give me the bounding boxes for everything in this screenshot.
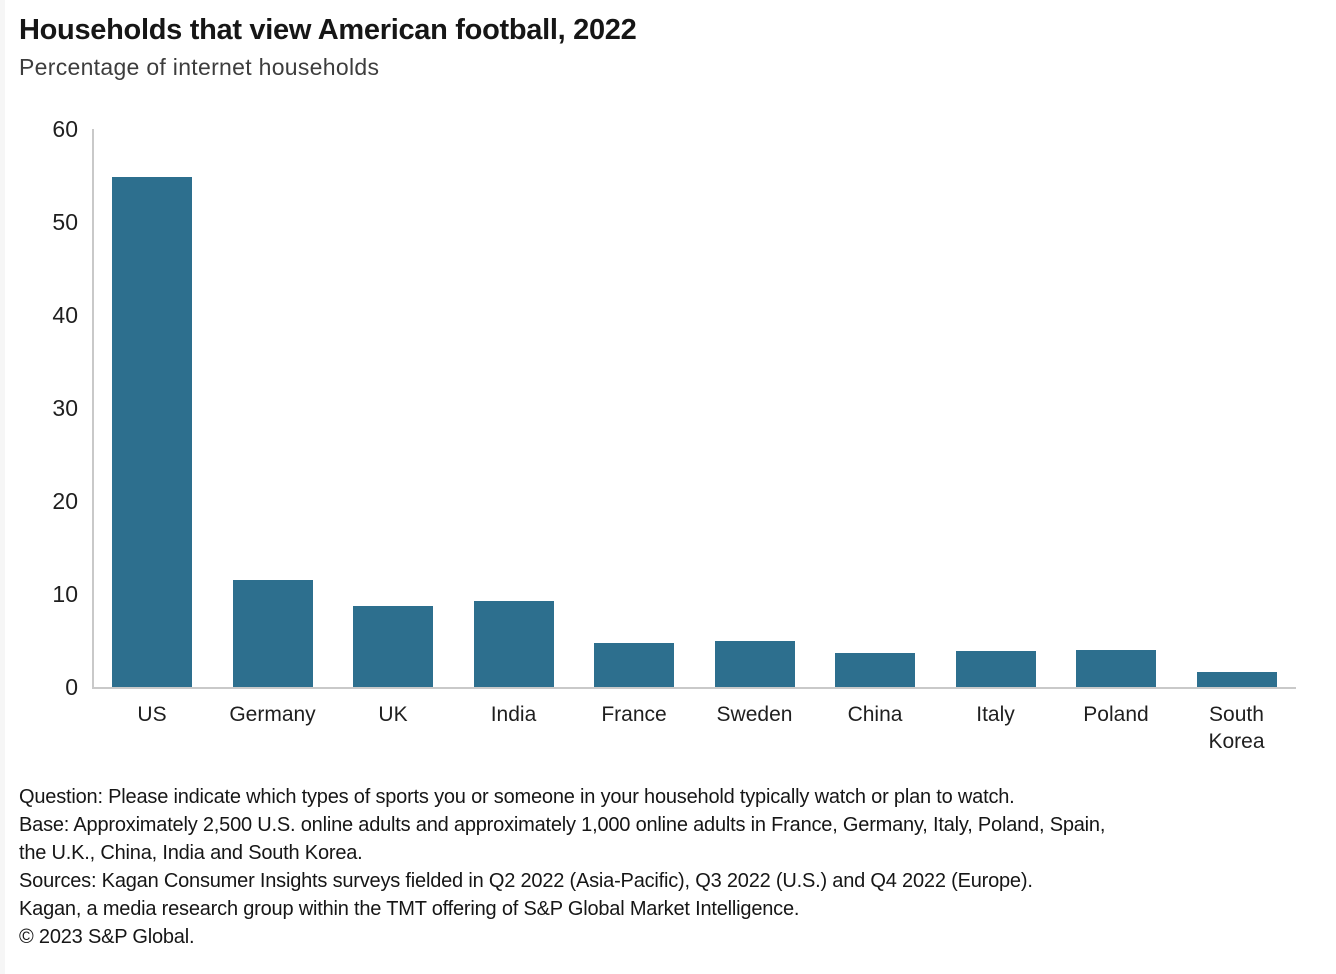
bar-poland [1076,649,1156,687]
bar-italy [955,650,1036,687]
chart-title: Households that view American football, … [19,14,637,46]
chart-subtitle: Percentage of internet households [19,54,380,80]
bar-us [112,177,192,687]
y-axis-tick-label-0: 0 [65,674,78,700]
footnote-base-1: Base: Approximately 2,500 U.S. online ad… [19,814,1106,836]
y-axis-tick-label-40: 40 [52,302,78,328]
footnote-sources: Sources: Kagan Consumer Insights surveys… [19,870,1033,892]
bar-france [594,643,674,687]
bar-south-korea [1196,672,1277,687]
y-axis-line [92,129,94,688]
y-axis-tick-label-10: 10 [52,581,78,607]
y-axis-tick-label-30: 30 [52,395,78,421]
page-edge-strip [0,0,5,974]
bar-china [835,652,915,687]
x-axis-label-france: France [601,703,667,726]
bar-uk [353,606,433,687]
footnote-base-2: the U.K., China, India and South Korea. [19,842,363,864]
y-axis-tick-label-60: 60 [52,116,78,142]
x-axis-line [92,687,1296,689]
footnote-copyright: © 2023 S&P Global. [19,926,195,948]
x-axis-label-us: US [137,703,167,726]
x-axis-label-india: India [490,703,537,726]
x-axis-label-italy: Italy [976,703,1015,726]
y-axis-tick-label-20: 20 [52,488,78,514]
footnote-question: Question: Please indicate which types of… [19,786,1015,808]
x-axis-label-china: China [847,703,903,726]
y-axis-tick-label-50: 50 [52,209,78,235]
x-axis-label-poland: Poland [1083,703,1149,726]
bar-sweden [714,641,795,687]
footnotes: Question: Please indicate which types of… [19,783,1329,951]
x-axis-label-south-korea: South Korea [1208,703,1265,753]
bar-germany [232,580,313,687]
bar-india [473,601,554,687]
x-axis-label-germany: Germany [229,703,316,726]
x-axis-label-uk: UK [378,703,408,726]
x-axis-label-sweden: Sweden [716,703,793,726]
footnote-kagan: Kagan, a media research group within the… [19,898,800,920]
